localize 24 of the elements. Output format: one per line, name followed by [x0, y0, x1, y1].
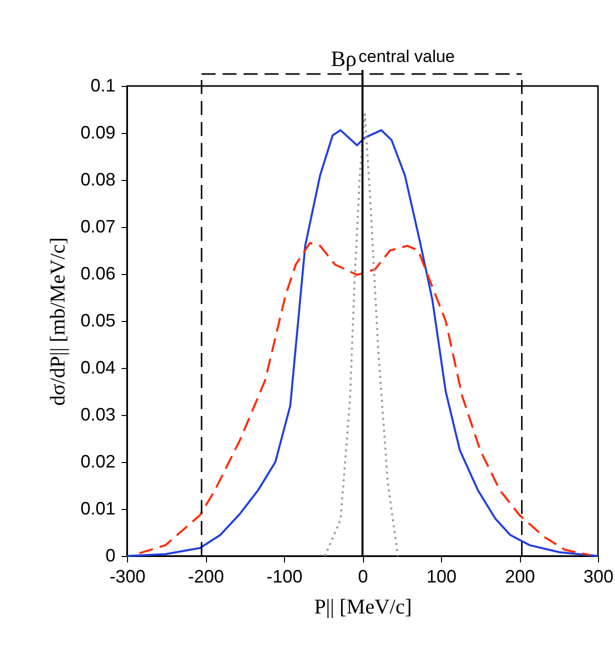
x-tick-label: -100 [266, 566, 303, 586]
y-tick-label: 0.02 [80, 452, 116, 472]
x-tick-label: -300 [109, 566, 146, 586]
ref-line-label: central value [358, 47, 455, 66]
y-tick-label: 0.1 [90, 76, 116, 96]
x-tick-label: -200 [188, 566, 224, 586]
line-series [138, 242, 592, 556]
x-axis-title: P|| [MeV/c] [314, 594, 412, 618]
y-tick-label: 0.04 [80, 358, 116, 378]
text: Bρ [330, 46, 357, 71]
y-tick-label: 0.09 [80, 122, 116, 142]
y-tick-label: 0 [105, 546, 116, 566]
y-tick-label: 0.01 [80, 498, 116, 518]
y-axis-title: dσ/dP|| [mb/MeV/c] [45, 237, 70, 406]
x-tick-label: 200 [504, 566, 536, 586]
x-tick-label: 100 [426, 566, 457, 586]
x-tick-label: 300 [583, 566, 614, 586]
y-tick-label: 0.08 [80, 170, 116, 190]
x-tick-label: 0 [358, 566, 368, 586]
line-series [324, 113, 399, 557]
y-tick-label: 0.06 [80, 264, 116, 284]
y-tick-label: 0.03 [80, 404, 116, 424]
y-tick-label: 0.05 [80, 310, 116, 330]
y-tick-label: 0.07 [80, 216, 116, 236]
